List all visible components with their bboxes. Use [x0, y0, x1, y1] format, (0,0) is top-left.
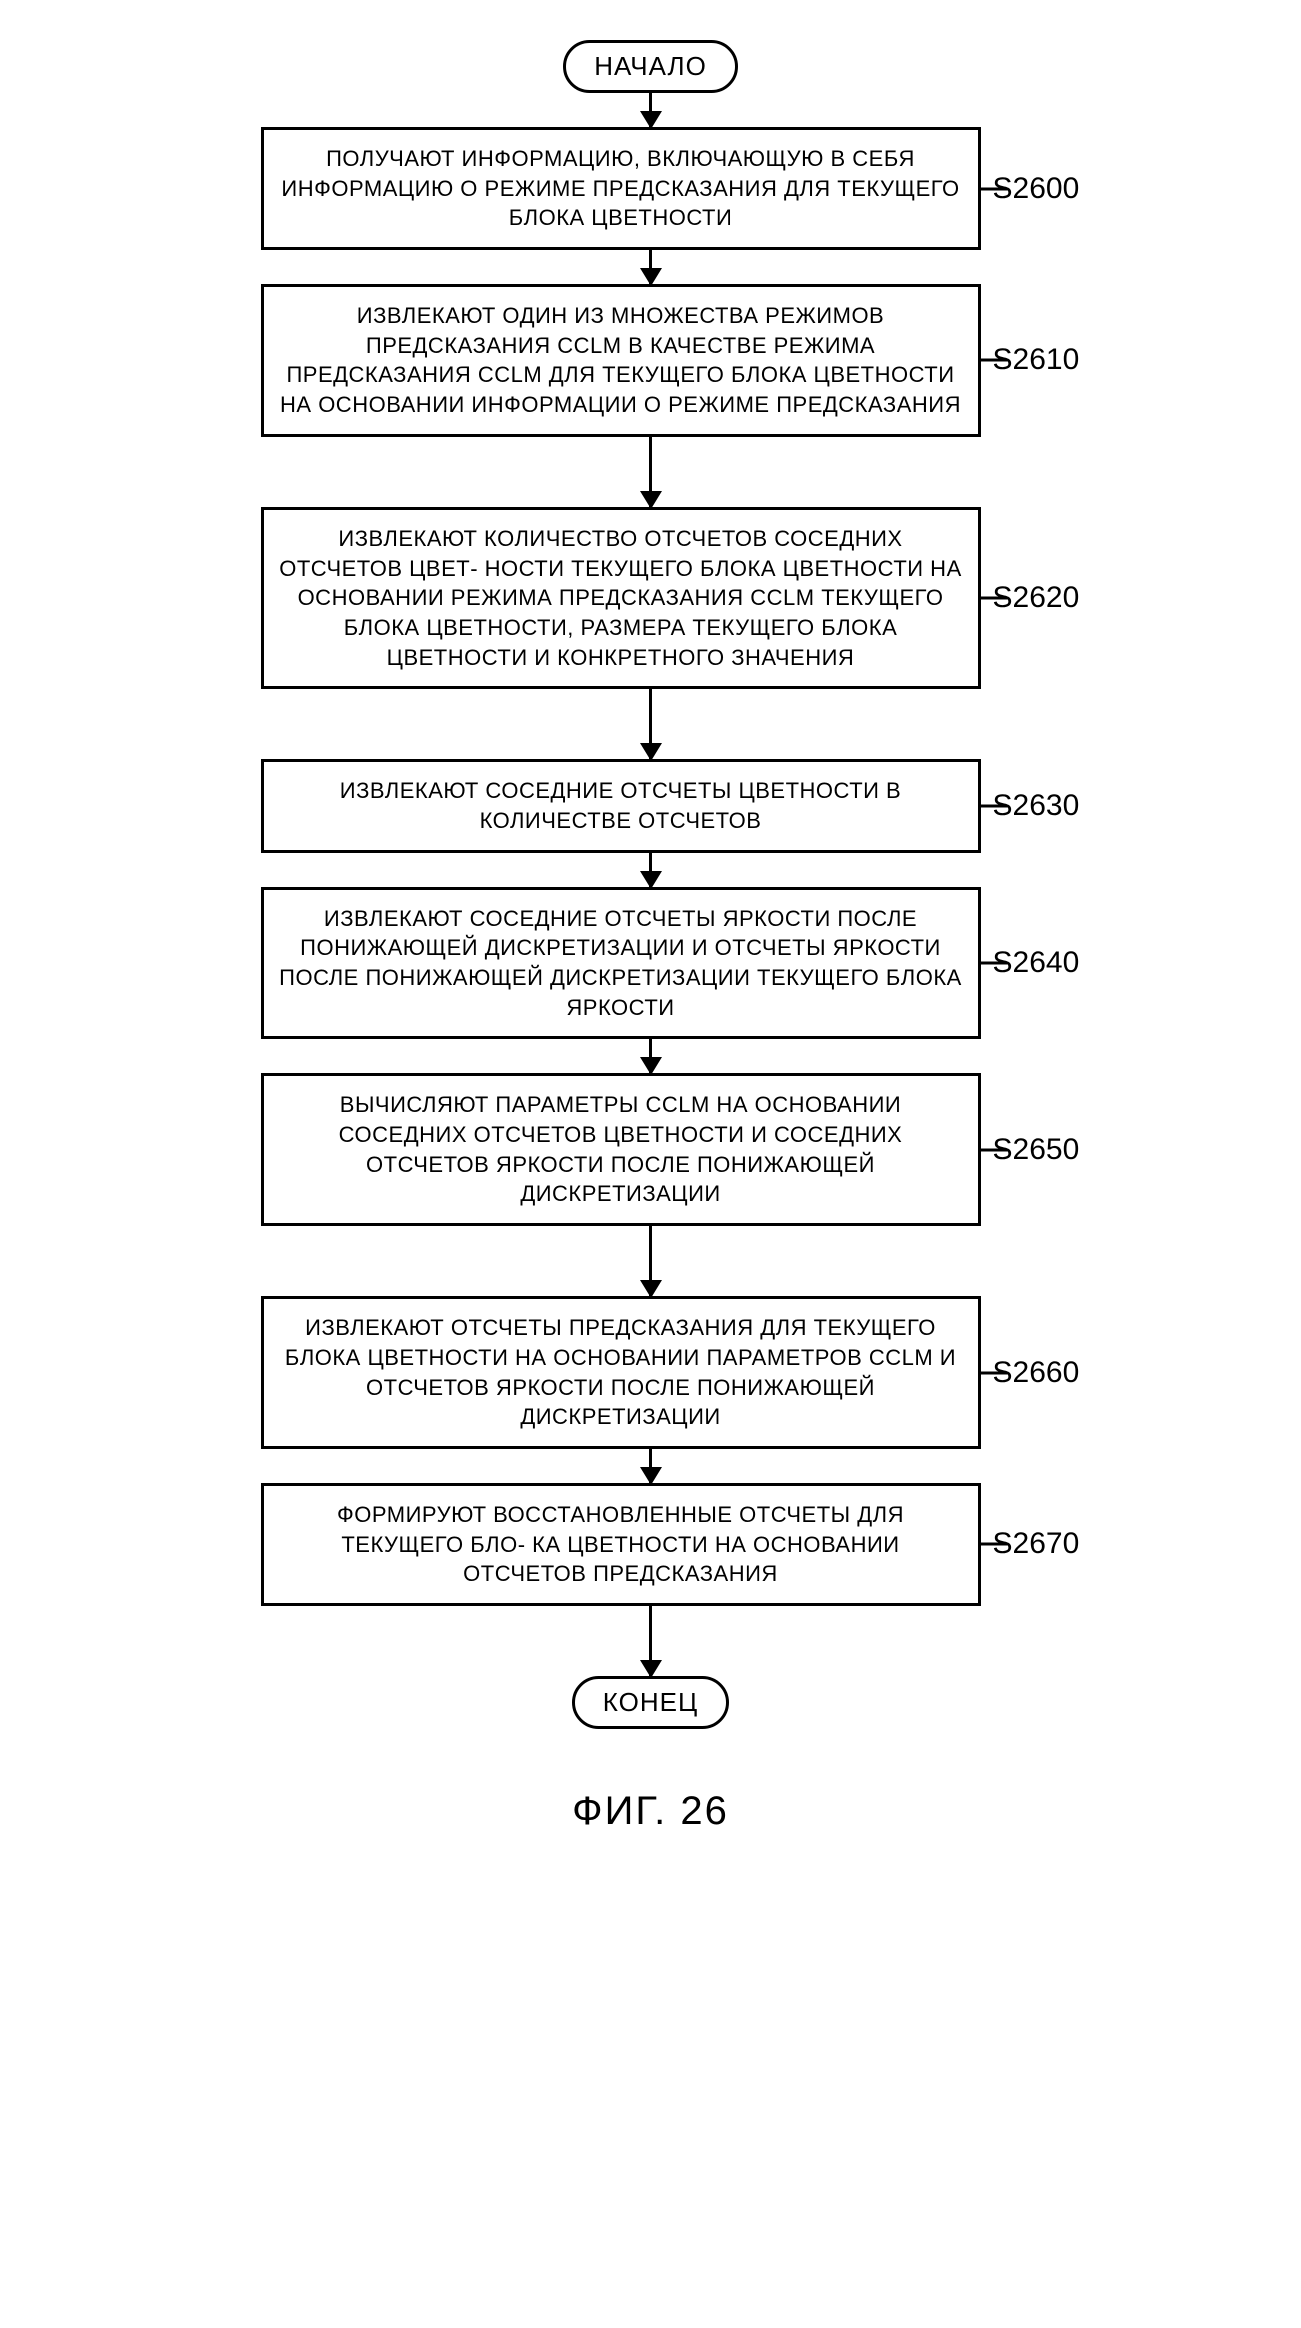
connector-tick — [981, 1371, 1007, 1374]
arrow-down-icon — [649, 1449, 652, 1483]
box-wrap: ИЗВЛЕКАЮТ СОСЕДНИЕ ОТСЧЕТЫ ЯРКОСТИ ПОСЛЕ… — [261, 887, 981, 1040]
flow-step-row: ИЗВЛЕКАЮТ КОЛИЧЕСТВО ОТСЧЕТОВ СОСЕДНИХ О… — [201, 507, 1101, 689]
box-outer: ФОРМИРУЮТ ВОССТАНОВЛЕННЫЕ ОТСЧЕТЫ ДЛЯ ТЕ… — [261, 1483, 981, 1606]
box-wrap: ВЫЧИСЛЯЮТ ПАРАМЕТРЫ CCLM НА ОСНОВАНИИ СО… — [261, 1073, 981, 1226]
process-box: ИЗВЛЕКАЮТ СОСЕДНИЕ ОТСЧЕТЫ ЯРКОСТИ ПОСЛЕ… — [261, 887, 981, 1040]
connector-tick — [981, 1543, 1007, 1546]
process-box: ИЗВЛЕКАЮТ СОСЕДНИЕ ОТСЧЕТЫ ЦВЕТНОСТИ В К… — [261, 759, 981, 852]
process-box: ИЗВЛЕКАЮТ ОТСЧЕТЫ ПРЕДСКАЗАНИЯ ДЛЯ ТЕКУЩ… — [261, 1296, 981, 1449]
connector-tick — [981, 962, 1007, 965]
connector-tick — [981, 804, 1007, 807]
box-outer: ВЫЧИСЛЯЮТ ПАРАМЕТРЫ CCLM НА ОСНОВАНИИ СО… — [261, 1073, 981, 1226]
flow-step-row: ИЗВЛЕКАЮТ ОТСЧЕТЫ ПРЕДСКАЗАНИЯ ДЛЯ ТЕКУЩ… — [201, 1296, 1101, 1449]
flow-step-row: ИЗВЛЕКАЮТ СОСЕДНИЕ ОТСЧЕТЫ ЯРКОСТИ ПОСЛЕ… — [201, 887, 1101, 1040]
figure-caption: ФИГ. 26 — [572, 1789, 729, 1834]
arrow-down-icon — [649, 93, 652, 127]
box-outer: ПОЛУЧАЮТ ИНФОРМАЦИЮ, ВКЛЮЧАЮЩУЮ В СЕБЯ И… — [261, 127, 981, 250]
box-wrap: ИЗВЛЕКАЮТ СОСЕДНИЕ ОТСЧЕТЫ ЦВЕТНОСТИ В К… — [261, 759, 981, 852]
arrow-down-icon — [649, 689, 652, 759]
box-outer: ИЗВЛЕКАЮТ СОСЕДНИЕ ОТСЧЕТЫ ЯРКОСТИ ПОСЛЕ… — [261, 887, 981, 1040]
box-wrap: ПОЛУЧАЮТ ИНФОРМАЦИЮ, ВКЛЮЧАЮЩУЮ В СЕБЯ И… — [261, 127, 981, 250]
connector-tick — [981, 187, 1007, 190]
box-outer: ИЗВЛЕКАЮТ СОСЕДНИЕ ОТСЧЕТЫ ЦВЕТНОСТИ В К… — [261, 759, 981, 852]
box-wrap: ИЗВЛЕКАЮТ ОТСЧЕТЫ ПРЕДСКАЗАНИЯ ДЛЯ ТЕКУЩ… — [261, 1296, 981, 1449]
process-box: ИЗВЛЕКАЮТ ОДИН ИЗ МНОЖЕСТВА РЕЖИМОВ ПРЕД… — [261, 284, 981, 437]
flow-step-row: ИЗВЛЕКАЮТ ОДИН ИЗ МНОЖЕСТВА РЕЖИМОВ ПРЕД… — [201, 284, 1101, 437]
box-wrap: ИЗВЛЕКАЮТ КОЛИЧЕСТВО ОТСЧЕТОВ СОСЕДНИХ О… — [261, 507, 981, 689]
start-terminator: НАЧАЛО — [563, 40, 738, 93]
flowchart-container: НАЧАЛО ПОЛУЧАЮТ ИНФОРМАЦИЮ, ВКЛЮЧАЮЩУЮ В… — [201, 40, 1101, 1834]
end-terminator: КОНЕЦ — [572, 1676, 729, 1729]
box-outer: ИЗВЛЕКАЮТ ОТСЧЕТЫ ПРЕДСКАЗАНИЯ ДЛЯ ТЕКУЩ… — [261, 1296, 981, 1449]
connector-tick — [981, 1148, 1007, 1151]
box-wrap: ИЗВЛЕКАЮТ ОДИН ИЗ МНОЖЕСТВА РЕЖИМОВ ПРЕД… — [261, 284, 981, 437]
connector-tick — [981, 597, 1007, 600]
arrow-down-icon — [649, 1039, 652, 1073]
flow-step-row: ВЫЧИСЛЯЮТ ПАРАМЕТРЫ CCLM НА ОСНОВАНИИ СО… — [201, 1073, 1101, 1226]
process-box: ФОРМИРУЮТ ВОССТАНОВЛЕННЫЕ ОТСЧЕТЫ ДЛЯ ТЕ… — [261, 1483, 981, 1606]
arrow-down-icon — [649, 1226, 652, 1296]
box-wrap: ФОРМИРУЮТ ВОССТАНОВЛЕННЫЕ ОТСЧЕТЫ ДЛЯ ТЕ… — [261, 1483, 981, 1606]
arrow-down-icon — [649, 250, 652, 284]
flow-steps: ПОЛУЧАЮТ ИНФОРМАЦИЮ, ВКЛЮЧАЮЩУЮ В СЕБЯ И… — [201, 127, 1101, 1676]
arrow-down-icon — [649, 437, 652, 507]
box-outer: ИЗВЛЕКАЮТ КОЛИЧЕСТВО ОТСЧЕТОВ СОСЕДНИХ О… — [261, 507, 981, 689]
process-box: ПОЛУЧАЮТ ИНФОРМАЦИЮ, ВКЛЮЧАЮЩУЮ В СЕБЯ И… — [261, 127, 981, 250]
flow-step-row: ФОРМИРУЮТ ВОССТАНОВЛЕННЫЕ ОТСЧЕТЫ ДЛЯ ТЕ… — [201, 1483, 1101, 1606]
connector-tick — [981, 359, 1007, 362]
arrow-down-icon — [649, 853, 652, 887]
box-outer: ИЗВЛЕКАЮТ ОДИН ИЗ МНОЖЕСТВА РЕЖИМОВ ПРЕД… — [261, 284, 981, 437]
flow-step-row: ПОЛУЧАЮТ ИНФОРМАЦИЮ, ВКЛЮЧАЮЩУЮ В СЕБЯ И… — [201, 127, 1101, 250]
process-box: ВЫЧИСЛЯЮТ ПАРАМЕТРЫ CCLM НА ОСНОВАНИИ СО… — [261, 1073, 981, 1226]
flow-step-row: ИЗВЛЕКАЮТ СОСЕДНИЕ ОТСЧЕТЫ ЦВЕТНОСТИ В К… — [201, 759, 1101, 852]
arrow-down-icon — [649, 1606, 652, 1676]
process-box: ИЗВЛЕКАЮТ КОЛИЧЕСТВО ОТСЧЕТОВ СОСЕДНИХ О… — [261, 507, 981, 689]
